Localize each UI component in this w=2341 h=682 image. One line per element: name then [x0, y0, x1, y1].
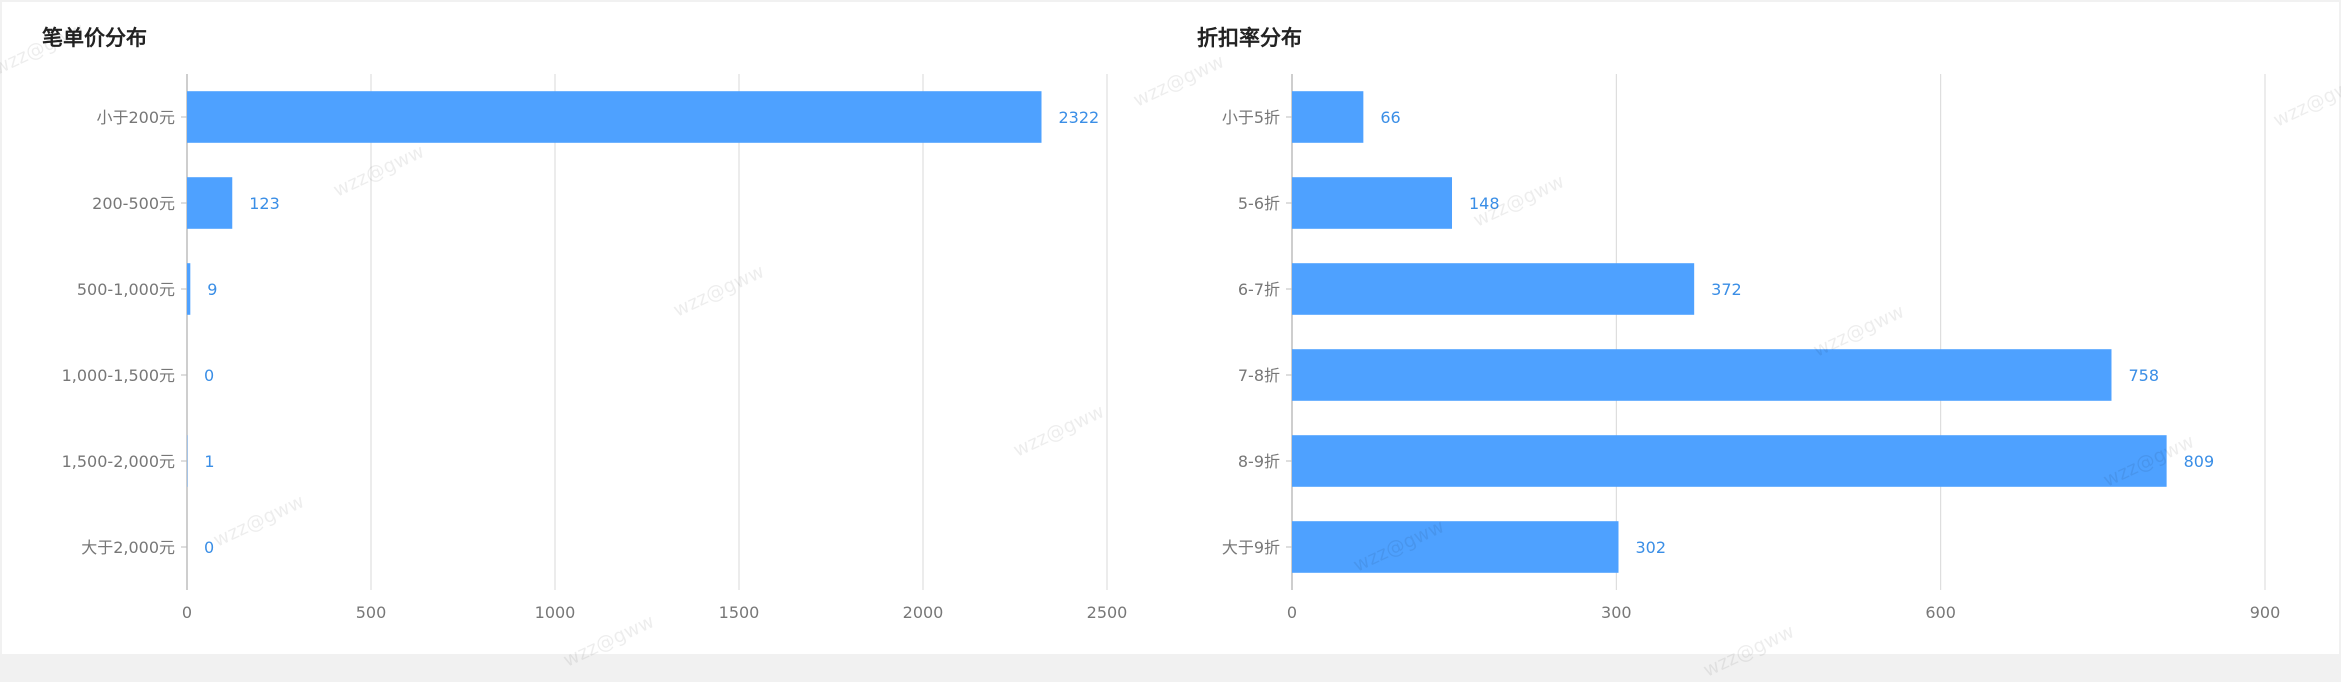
discount-category-label: 大于9折: [1222, 538, 1280, 557]
discount-bar[interactable]: [1292, 177, 1452, 229]
discount-bar[interactable]: [1292, 435, 2167, 487]
discount-value-label: 302: [1635, 538, 1666, 557]
discount-x-tick-label: 300: [1601, 603, 1632, 622]
discount-category-label: 小于5折: [1222, 108, 1280, 127]
discount-category-label: 8-9折: [1238, 452, 1280, 471]
discount-x-tick-label: 0: [1287, 603, 1297, 622]
discount-value-label: 148: [1469, 194, 1500, 213]
discount-category-label: 5-6折: [1238, 194, 1280, 213]
discount-bar[interactable]: [1292, 263, 1694, 315]
discount-value-label: 758: [2128, 366, 2159, 385]
discount-value-label: 66: [1380, 108, 1400, 127]
discount-value-label: 372: [1711, 280, 1742, 299]
discount-distribution-chart: 0 300 600 900 小于5折 66 5-6折 148 6-7折 372 7-8折 758 8-9…: [0, 0, 2341, 661]
discount-bar[interactable]: [1292, 521, 1618, 573]
discount-x-tick-label: 900: [2250, 603, 2281, 622]
discount-category-label: 7-8折: [1238, 366, 1280, 385]
discount-x-tick-label: 600: [1925, 603, 1956, 622]
discount-category-label: 6-7折: [1238, 280, 1280, 299]
discount-bar[interactable]: [1292, 349, 2111, 401]
discount-value-label: 809: [2184, 452, 2215, 471]
discount-bar[interactable]: [1292, 91, 1363, 143]
